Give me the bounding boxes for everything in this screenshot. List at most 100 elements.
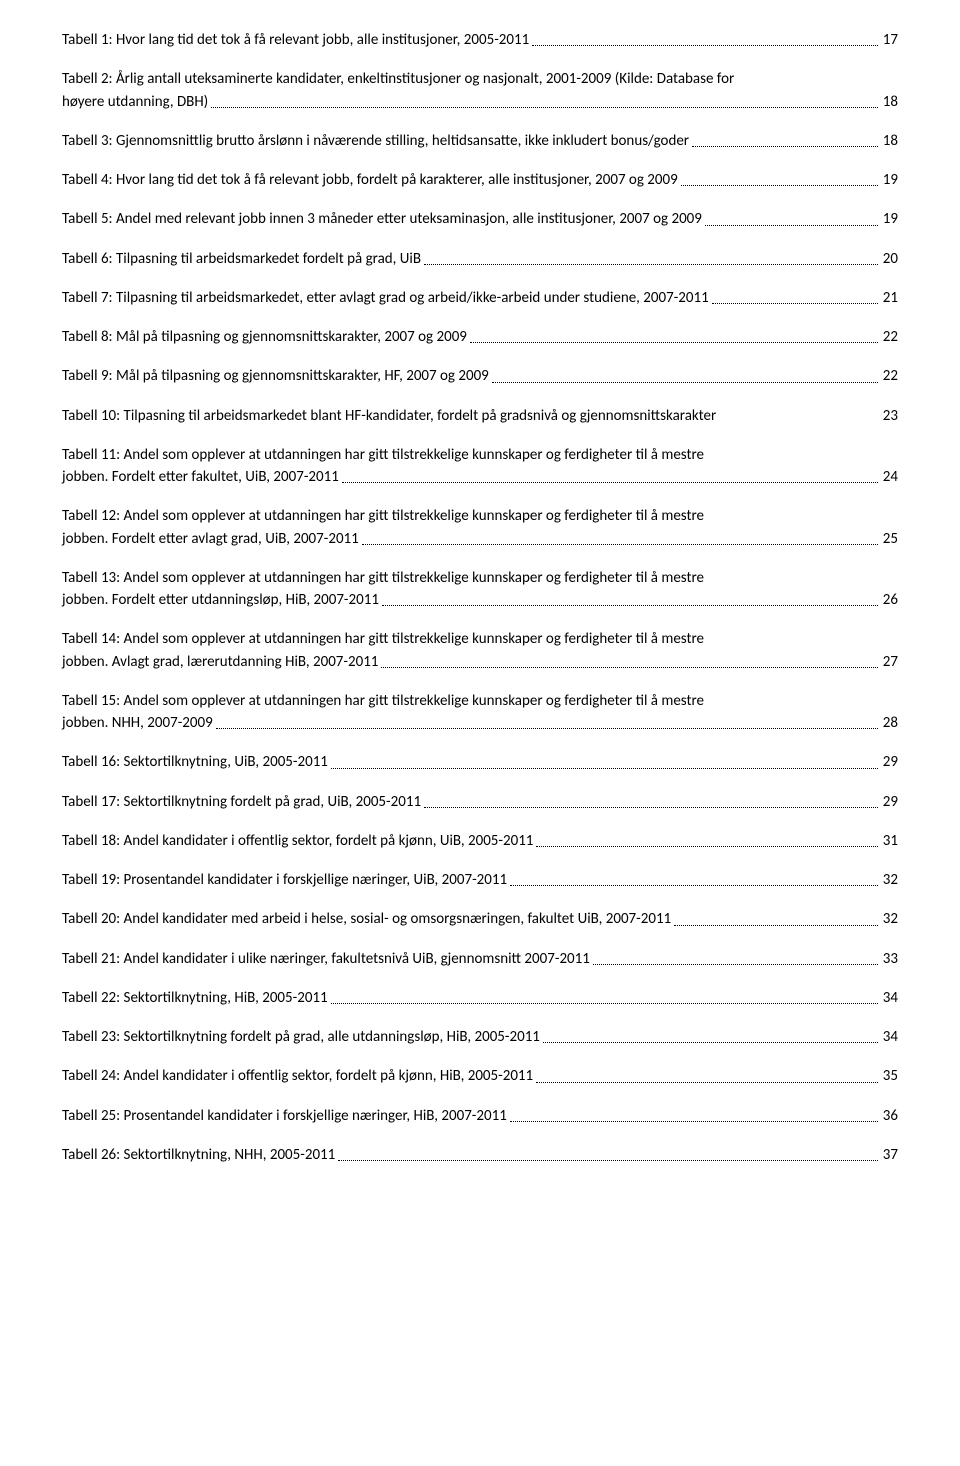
toc-entry: Tabell 18: Andel kandidater i offentlig … [62, 831, 898, 851]
toc-leader [338, 1148, 878, 1161]
toc-entry: Tabell 13: Andel som opplever at utdanni… [62, 568, 898, 611]
toc-label: Tabell 13: Andel som opplever at utdanni… [62, 568, 898, 588]
toc-page-number: 34 [881, 1027, 898, 1047]
toc-last-line: jobben. Avlagt grad, lærerutdanning HiB,… [62, 652, 898, 672]
toc-label-tail: jobben. NHH, 2007-2009 [62, 713, 213, 733]
toc-leader [216, 716, 878, 729]
toc-leader [510, 873, 878, 886]
toc-page-number: 25 [881, 529, 898, 549]
toc-page-number: 18 [881, 92, 898, 112]
toc-entry: Tabell 9: Mål på tilpasning og gjennomsn… [62, 366, 898, 386]
toc-entry: Tabell 4: Hvor lang tid det tok å få rel… [62, 170, 898, 190]
toc-leader [712, 291, 878, 304]
toc-label: Tabell 25: Prosentandel kandidater i for… [62, 1106, 507, 1126]
toc-leader [692, 134, 878, 147]
toc-page-number: 36 [881, 1106, 898, 1126]
toc-page-number: 34 [881, 988, 898, 1008]
toc-label: Tabell 8: Mål på tilpasning og gjennomsn… [62, 327, 467, 347]
toc-label-tail: jobben. Fordelt etter avlagt grad, UiB, … [62, 529, 359, 549]
toc-label-tail: jobben. Fordelt etter utdanningsløp, HiB… [62, 590, 379, 610]
toc-entry: Tabell 22: Sektortilknytning, HiB, 2005-… [62, 988, 898, 1008]
toc-label: Tabell 6: Tilpasning til arbeidsmarkedet… [62, 249, 421, 269]
toc-label: Tabell 10: Tilpasning til arbeidsmarkede… [62, 406, 716, 426]
toc-page-number: 31 [881, 831, 898, 851]
toc-label: Tabell 26: Sektortilknytning, NHH, 2005-… [62, 1145, 335, 1165]
toc-entry: Tabell 15: Andel som opplever at utdanni… [62, 691, 898, 734]
toc-page-number: 29 [881, 792, 898, 812]
toc-entry: Tabell 6: Tilpasning til arbeidsmarkedet… [62, 249, 898, 269]
toc-page-number: 29 [881, 752, 898, 772]
toc-leader [211, 95, 878, 108]
toc-leader [543, 1030, 878, 1043]
toc-leader [593, 952, 878, 965]
toc-label: Tabell 7: Tilpasning til arbeidsmarkedet… [62, 288, 709, 308]
toc-entry: Tabell 23: Sektortilknytning fordelt på … [62, 1027, 898, 1047]
toc-page-number: 19 [881, 209, 898, 229]
toc-page-number: 18 [881, 131, 898, 151]
toc-leader [492, 370, 878, 383]
toc-label: Tabell 17: Sektortilknytning fordelt på … [62, 792, 421, 812]
toc-entry: Tabell 25: Prosentandel kandidater i for… [62, 1106, 898, 1126]
toc-entry: Tabell 10: Tilpasning til arbeidsmarkede… [62, 406, 898, 426]
toc-label: Tabell 3: Gjennomsnittlig brutto årslønn… [62, 131, 689, 151]
toc-label: Tabell 11: Andel som opplever at utdanni… [62, 445, 898, 465]
toc-label-tail: høyere utdanning, DBH) [62, 92, 208, 112]
toc-leader [382, 593, 878, 606]
toc-leader [470, 330, 878, 343]
toc-label: Tabell 14: Andel som opplever at utdanni… [62, 629, 898, 649]
toc-label: Tabell 15: Andel som opplever at utdanni… [62, 691, 898, 711]
toc-leader [532, 33, 878, 46]
toc-last-line: jobben. Fordelt etter utdanningsløp, HiB… [62, 590, 898, 610]
toc-page-number: 28 [881, 713, 898, 733]
toc-entry: Tabell 12: Andel som opplever at utdanni… [62, 506, 898, 549]
toc-leader [331, 991, 878, 1004]
toc-leader [681, 173, 878, 186]
toc-page-number: 22 [881, 366, 898, 386]
toc-page-number: 33 [881, 949, 898, 969]
toc-page-number: 21 [881, 288, 898, 308]
toc-page-number: 27 [881, 652, 898, 672]
toc-leader [705, 213, 878, 226]
toc-page-number: 17 [881, 30, 898, 50]
toc-entry: Tabell 11: Andel som opplever at utdanni… [62, 445, 898, 488]
toc-page-number: 23 [881, 406, 898, 426]
toc-leader [424, 252, 878, 265]
toc-label: Tabell 23: Sektortilknytning fordelt på … [62, 1027, 540, 1047]
toc-page-number: 35 [881, 1066, 898, 1086]
toc-label: Tabell 9: Mål på tilpasning og gjennomsn… [62, 366, 489, 386]
toc-label: Tabell 1: Hvor lang tid det tok å få rel… [62, 30, 529, 50]
toc-page-number: 19 [881, 170, 898, 190]
toc-last-line: høyere utdanning, DBH) 18 [62, 92, 898, 112]
toc-leader [424, 795, 878, 808]
toc-label: Tabell 5: Andel med relevant jobb innen … [62, 209, 702, 229]
toc-label: Tabell 20: Andel kandidater med arbeid i… [62, 909, 671, 929]
toc-label: Tabell 22: Sektortilknytning, HiB, 2005-… [62, 988, 328, 1008]
toc-label: Tabell 18: Andel kandidater i offentlig … [62, 831, 533, 851]
toc-page-number: 20 [881, 249, 898, 269]
toc-label-tail: jobben. Avlagt grad, lærerutdanning HiB,… [62, 652, 378, 672]
toc-page-number: 26 [881, 590, 898, 610]
toc-label: Tabell 2: Årlig antall uteksaminerte kan… [62, 69, 898, 89]
toc-entry: Tabell 19: Prosentandel kandidater i for… [62, 870, 898, 890]
toc-leader [342, 470, 878, 483]
toc-leader [331, 756, 878, 769]
toc-leader [510, 1109, 878, 1122]
toc-leader [719, 410, 878, 422]
toc-entry: Tabell 21: Andel kandidater i ulike næri… [62, 949, 898, 969]
toc-label-tail: jobben. Fordelt etter fakultet, UiB, 200… [62, 467, 339, 487]
toc-entry: Tabell 7: Tilpasning til arbeidsmarkedet… [62, 288, 898, 308]
toc-page: Tabell 1: Hvor lang tid det tok å få rel… [0, 0, 960, 1214]
toc-page-number: 32 [881, 909, 898, 929]
toc-leader [674, 913, 878, 926]
toc-entry: Tabell 14: Andel som opplever at utdanni… [62, 629, 898, 672]
toc-entry: Tabell 5: Andel med relevant jobb innen … [62, 209, 898, 229]
toc-last-line: jobben. Fordelt etter fakultet, UiB, 200… [62, 467, 898, 487]
toc-label: Tabell 24: Andel kandidater i offentlig … [62, 1066, 533, 1086]
toc-entry: Tabell 3: Gjennomsnittlig brutto årslønn… [62, 131, 898, 151]
toc-page-number: 37 [881, 1145, 898, 1165]
toc-entry: Tabell 2: Årlig antall uteksaminerte kan… [62, 69, 898, 112]
toc-leader [536, 834, 877, 847]
toc-label: Tabell 4: Hvor lang tid det tok å få rel… [62, 170, 678, 190]
toc-label: Tabell 16: Sektortilknytning, UiB, 2005-… [62, 752, 328, 772]
toc-entry: Tabell 24: Andel kandidater i offentlig … [62, 1066, 898, 1086]
